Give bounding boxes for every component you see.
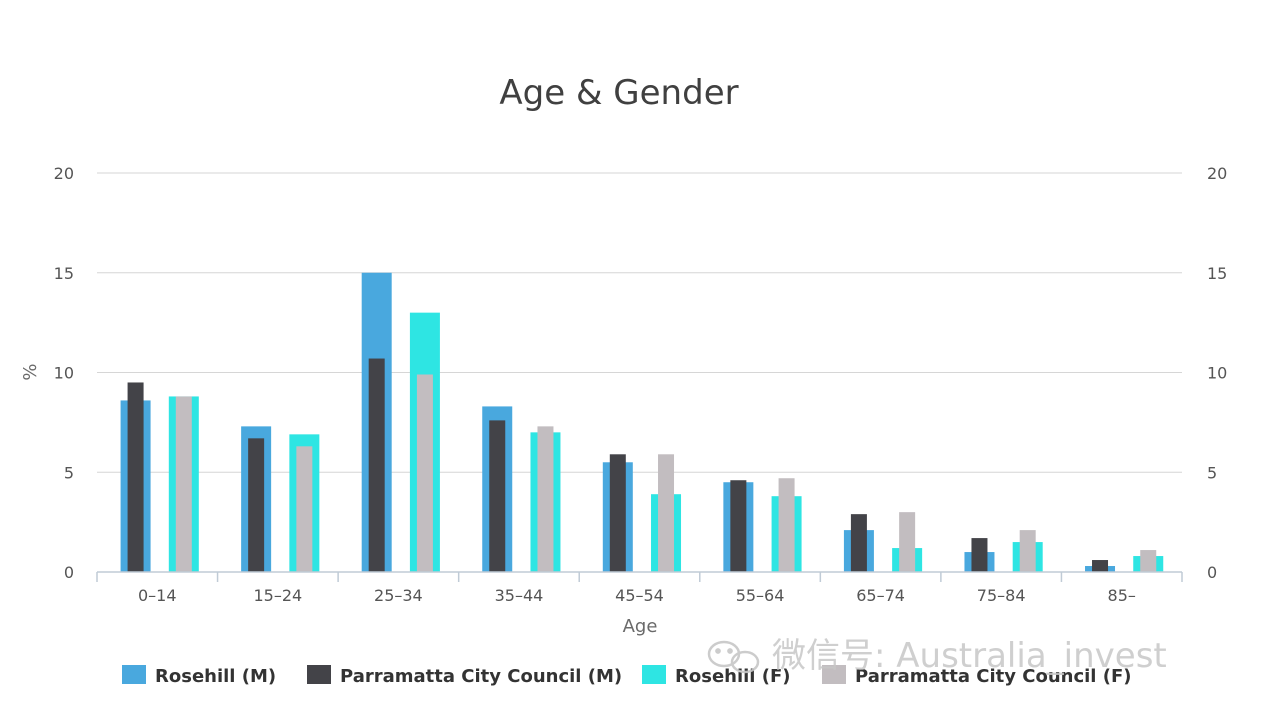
- bar-parramatta-city-council-f: [658, 454, 675, 572]
- bar-parramatta-city-council-f: [175, 396, 192, 572]
- legend-label: Rosehill (M): [155, 666, 276, 687]
- legend-swatch: [122, 665, 146, 684]
- legend-label: Parramatta City Council (F): [855, 666, 1132, 687]
- y-tick-label-left: 20: [54, 164, 74, 183]
- y-tick-label-right: 10: [1207, 364, 1227, 383]
- y-axis-title: %: [20, 363, 41, 380]
- bar-parramatta-city-council-m: [971, 538, 988, 572]
- y-tick-label-right: 15: [1207, 264, 1227, 283]
- gridlines: [97, 172, 1182, 473]
- x-tick-label: 85–: [1108, 586, 1136, 605]
- bar-parramatta-city-council-f: [1140, 550, 1157, 572]
- y-tick-label-left: 15: [54, 264, 74, 283]
- bar-parramatta-city-council-f: [778, 478, 795, 572]
- bar-parramatta-city-council-m: [127, 382, 144, 572]
- wechat-icon: [707, 640, 760, 674]
- bar-parramatta-city-council-m: [850, 514, 867, 572]
- bar-parramatta-city-council-m: [609, 454, 626, 572]
- bar-parramatta-city-council-f: [296, 446, 313, 572]
- legend-item[interactable]: Parramatta City Council (M): [307, 665, 622, 687]
- legend-label: Parramatta City Council (M): [340, 666, 622, 687]
- legend-swatch: [307, 665, 331, 684]
- x-tick-label: 75–84: [977, 586, 1026, 605]
- watermark: 微信号: Australia_invest: [707, 636, 1167, 676]
- bar-parramatta-city-council-f: [537, 426, 554, 572]
- y-tick-label-left: 0: [64, 563, 74, 582]
- bar-parramatta-city-council-m: [730, 480, 747, 572]
- chart-title: Age & Gender: [499, 73, 738, 113]
- bar-parramatta-city-council-m: [368, 358, 385, 572]
- x-tick-label: 65–74: [856, 586, 905, 605]
- bar-parramatta-city-council-m: [489, 420, 506, 572]
- x-axis-title: Age: [623, 616, 658, 637]
- x-tick-label: 25–34: [374, 586, 423, 605]
- legend-item[interactable]: Rosehill (M): [122, 665, 276, 687]
- legend-item[interactable]: Rosehill (F): [642, 665, 791, 687]
- bars: [120, 272, 1164, 572]
- legend-swatch: [822, 665, 846, 684]
- x-tick-label: 55–64: [736, 586, 785, 605]
- bar-parramatta-city-council-m: [1092, 560, 1109, 572]
- bar-parramatta-city-council-f: [1019, 530, 1036, 572]
- legend-swatch: [642, 665, 666, 684]
- x-tick-label: 45–54: [615, 586, 664, 605]
- legend: Rosehill (M) Parramatta City Council (M) R…: [122, 665, 1132, 687]
- x-tick-label: 35–44: [495, 586, 544, 605]
- y-tick-label-right: 5: [1207, 463, 1217, 482]
- legend-label: Rosehill (F): [675, 666, 791, 687]
- bar-parramatta-city-council-f: [899, 512, 916, 572]
- y-tick-label-left: 5: [64, 463, 74, 482]
- x-tick-label: 0–14: [138, 586, 177, 605]
- bar-parramatta-city-council-m: [248, 438, 265, 572]
- watermark-text: 微信号: Australia_invest: [772, 636, 1167, 676]
- x-tick-label: 15–24: [253, 586, 302, 605]
- y-tick-label-right: 20: [1207, 164, 1227, 183]
- y-tick-label-left: 10: [54, 364, 74, 383]
- axes: 0 0 5 5 10 10 15 15 20 20 0–14 15–24 25–34 35–44 45–54…: [54, 164, 1228, 605]
- legend-item[interactable]: Parramatta City Council (F): [822, 665, 1132, 687]
- y-tick-label-right: 0: [1207, 563, 1217, 582]
- bar-parramatta-city-council-f: [416, 374, 433, 572]
